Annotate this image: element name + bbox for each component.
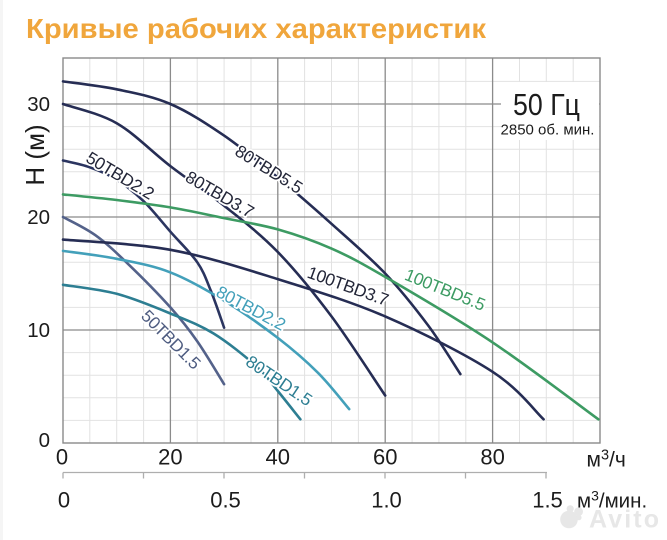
svg-text:Н (м): Н (м) <box>20 124 50 185</box>
svg-text:60: 60 <box>373 445 397 470</box>
svg-text:40: 40 <box>266 445 290 470</box>
svg-text:м3/ч: м3/ч <box>587 448 626 472</box>
svg-text:10: 10 <box>27 319 50 342</box>
svg-text:Кривые рабочих характеристик: Кривые рабочих характеристик <box>26 13 487 44</box>
svg-text:м3/мин.: м3/мин. <box>577 488 647 513</box>
svg-text:30: 30 <box>27 93 50 116</box>
svg-text:20: 20 <box>158 445 182 470</box>
svg-text:2850 об. мин.: 2850 об. мин. <box>501 122 595 139</box>
svg-text:0: 0 <box>58 488 70 513</box>
svg-text:20: 20 <box>27 206 50 229</box>
svg-text:50TBD2.2: 50TBD2.2 <box>83 147 158 203</box>
svg-text:0: 0 <box>56 445 68 470</box>
svg-text:0: 0 <box>39 429 50 452</box>
svg-text:0.5: 0.5 <box>210 488 241 513</box>
svg-text:Avito: Avito <box>589 506 661 534</box>
svg-text:80: 80 <box>480 445 504 470</box>
svg-text:50 Гц: 50 Гц <box>513 87 580 122</box>
svg-text:1.0: 1.0 <box>371 488 402 513</box>
svg-text:1.5: 1.5 <box>532 488 563 513</box>
